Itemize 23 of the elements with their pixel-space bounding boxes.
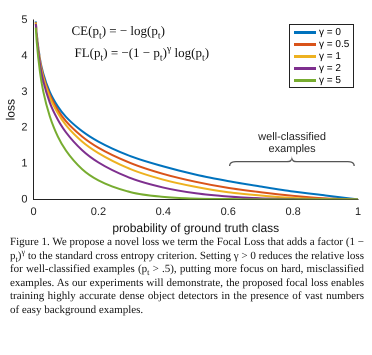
y-tick-label: 1 xyxy=(21,158,28,170)
y-axis-title: loss xyxy=(4,99,18,120)
x-tick-label: 0.6 xyxy=(220,206,236,218)
annotation: well-classified examples xyxy=(257,131,328,156)
x-tick-label: 1 xyxy=(354,206,362,218)
legend-label: γ = 2 xyxy=(319,62,341,74)
y-tick-label: 2 xyxy=(21,122,28,134)
legend-label: γ = 0.5 xyxy=(319,38,350,50)
x-tick-label: 0.2 xyxy=(90,206,106,218)
x-axis-title: probability of ground truth class xyxy=(112,221,280,236)
text: FL(p$_{t}$) = −(1 − p$_{t}$)$^{γ}$ log(p$_{t}$) xyxy=(74,44,210,64)
y-tick-label: 5 xyxy=(21,14,28,26)
x-tick-label: 0.4 xyxy=(156,206,171,218)
text: Figure 1. We propose a novel loss we term the Focal Loss that adds a factor (1 − p$_{t}$)$^{γ}$ to the standard cross entropy criterion. Setting γ > 0 reduces the relative loss for well-classified examples (p$_{t}$ > .5), putting more focus on hard, misclassified examples. As our experiments will demonstrate, the proposed focal loss enables training highly accurate dense object detectors in the presence of vast numbers of easy background examples. xyxy=(10,236,364,316)
annotation: CE(p$_{t}$) = − log(p$_{t}$) xyxy=(72,23,165,42)
y-tick-label: 3 xyxy=(21,86,28,98)
legend-label: γ = 1 xyxy=(319,50,341,62)
x-tick-label: 0.8 xyxy=(285,206,301,218)
legend-label: γ = 0 xyxy=(319,26,341,38)
y-tick-label: 4 xyxy=(21,50,28,62)
legend-label: γ = 5 xyxy=(319,74,341,86)
x-tick-label: 0 xyxy=(30,206,37,218)
y-tick-label: 0 xyxy=(21,193,28,206)
